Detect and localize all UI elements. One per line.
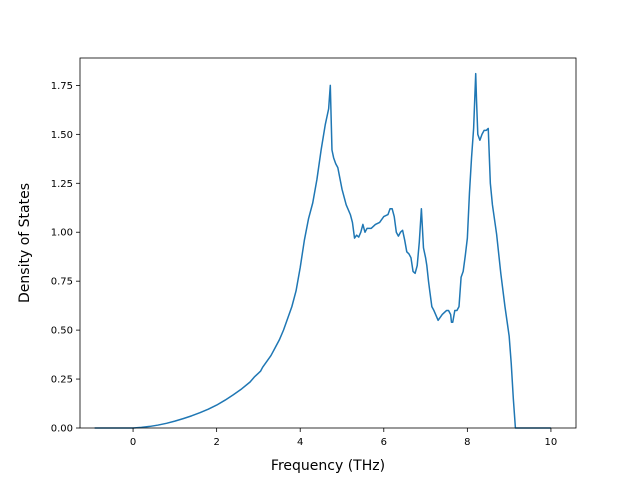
y-axis-ticks: 0.00 0.25 0.50 0.75 1.00 1.25 1.50 1.75 bbox=[51, 81, 80, 435]
y-tick-label: 0.75 bbox=[51, 277, 73, 288]
x-tick-label: 0 bbox=[130, 437, 136, 448]
x-axis-ticks: 0 2 4 6 8 10 bbox=[130, 428, 557, 448]
y-tick-label: 1.50 bbox=[51, 130, 73, 141]
series-layer bbox=[94, 72, 551, 429]
y-tick-label: 1.75 bbox=[51, 81, 73, 92]
y-tick-label: 1.25 bbox=[51, 179, 73, 190]
y-tick-label: 0.00 bbox=[51, 424, 73, 435]
x-axis-label: Frequency (THz) bbox=[271, 458, 385, 474]
y-tick-label: 0.50 bbox=[51, 326, 73, 337]
x-tick-label: 2 bbox=[213, 437, 219, 448]
y-tick-label: 1.00 bbox=[51, 228, 73, 239]
x-tick-label: 10 bbox=[545, 437, 558, 448]
dos-series-line bbox=[94, 72, 551, 429]
y-axis-label: Density of States bbox=[17, 183, 33, 303]
x-tick-label: 4 bbox=[297, 437, 303, 448]
plot-background bbox=[80, 58, 576, 428]
x-tick-label: 6 bbox=[381, 437, 387, 448]
y-tick-label: 0.25 bbox=[51, 375, 73, 386]
plot-frame bbox=[79, 57, 577, 429]
x-tick-label: 8 bbox=[464, 437, 470, 448]
